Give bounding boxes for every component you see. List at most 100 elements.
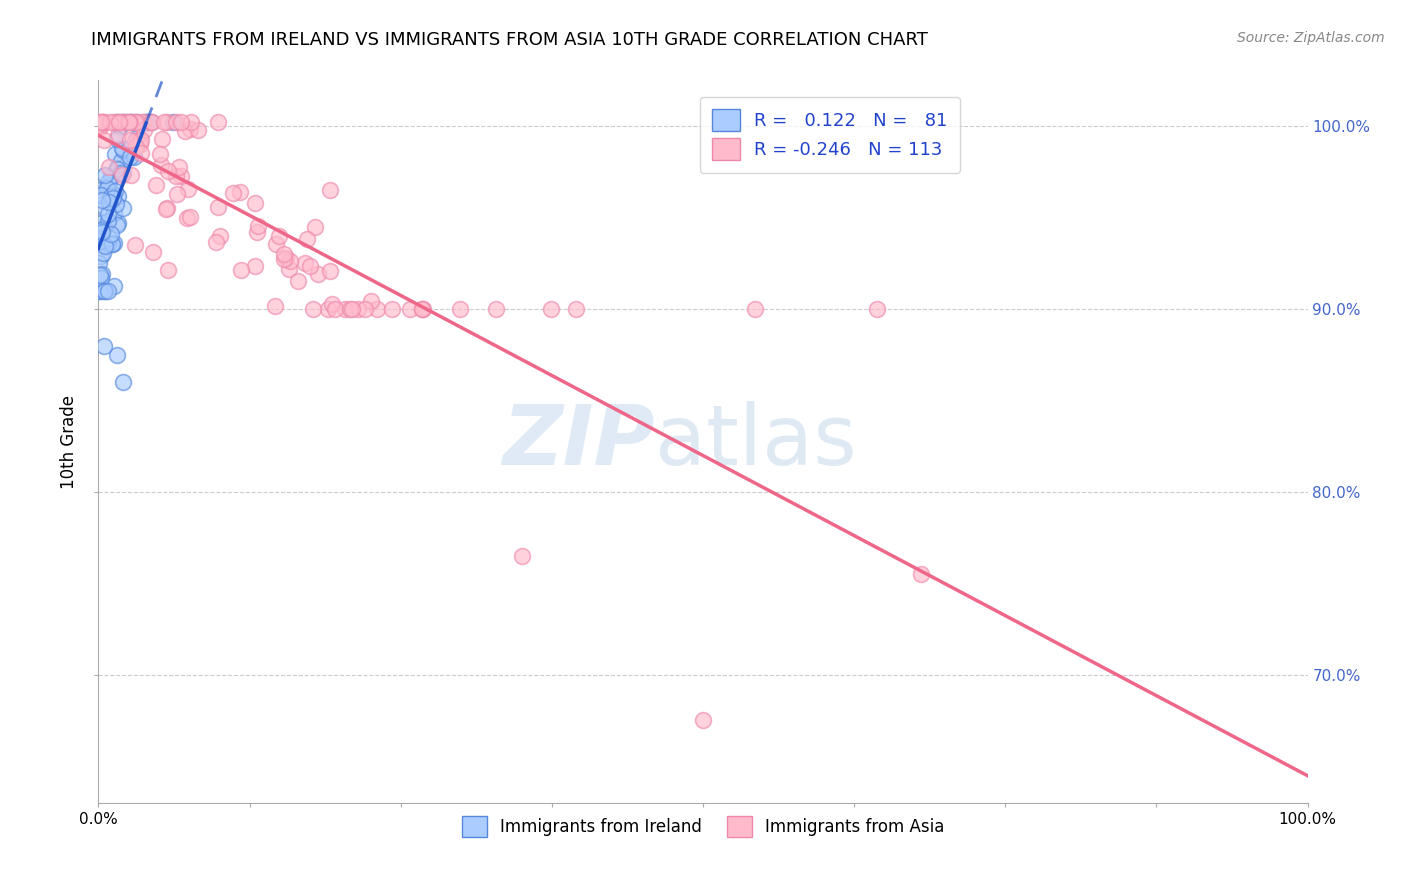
Point	[103, 186, 125, 201]
Point	[94, 238, 117, 252]
Point	[105, 197, 128, 211]
Point	[129, 136, 152, 151]
Point	[150, 131, 173, 145]
Point	[120, 115, 142, 129]
Point	[105, 348, 128, 362]
Point	[141, 115, 163, 129]
Point	[97, 237, 120, 252]
Point	[105, 161, 128, 175]
Point	[91, 268, 114, 282]
Point	[111, 115, 134, 129]
Point	[87, 235, 110, 249]
Point	[103, 279, 125, 293]
Point	[176, 211, 198, 226]
Point	[207, 200, 229, 214]
Point	[165, 115, 187, 129]
Point	[103, 235, 125, 250]
Point	[141, 115, 163, 129]
Point	[111, 166, 134, 180]
Point	[125, 131, 148, 145]
Point	[100, 194, 122, 208]
Point	[97, 186, 120, 201]
Point	[187, 123, 209, 137]
Point	[110, 153, 132, 168]
Point	[540, 301, 562, 316]
Point	[107, 188, 129, 202]
Point	[90, 117, 112, 131]
Point	[120, 150, 142, 164]
Point	[97, 207, 120, 221]
Text: Source: ZipAtlas.com: Source: ZipAtlas.com	[1237, 31, 1385, 45]
Point	[103, 115, 125, 129]
Point	[111, 168, 134, 182]
Point	[110, 165, 132, 179]
Point	[101, 192, 124, 206]
Point	[122, 150, 145, 164]
Point	[155, 202, 177, 216]
Point	[91, 225, 114, 239]
Point	[209, 229, 232, 244]
Point	[221, 186, 243, 201]
Point	[165, 169, 187, 183]
Point	[125, 140, 148, 154]
Point	[319, 264, 342, 278]
Point	[100, 169, 122, 183]
Point	[89, 120, 111, 134]
Point	[229, 186, 252, 200]
Point	[114, 115, 136, 129]
Point	[910, 567, 932, 582]
Point	[381, 301, 404, 316]
Point	[96, 182, 118, 196]
Point	[90, 235, 112, 249]
Point	[346, 301, 368, 316]
Point	[93, 168, 115, 182]
Point	[129, 132, 152, 146]
Point	[94, 284, 117, 298]
Point	[287, 273, 309, 287]
Point	[107, 216, 129, 230]
Point	[91, 245, 114, 260]
Point	[145, 178, 167, 193]
Point	[87, 183, 110, 197]
Point	[307, 268, 329, 282]
Point	[485, 301, 508, 316]
Point	[93, 200, 115, 214]
Point	[111, 141, 134, 155]
Point	[149, 146, 172, 161]
Text: IMMIGRANTS FROM IRELAND VS IMMIGRANTS FROM ASIA 10TH GRADE CORRELATION CHART: IMMIGRANTS FROM IRELAND VS IMMIGRANTS FR…	[91, 31, 928, 49]
Point	[179, 210, 201, 224]
Point	[354, 301, 377, 316]
Point	[449, 301, 471, 316]
Point	[93, 338, 115, 352]
Point	[273, 247, 295, 261]
Point	[319, 183, 342, 197]
Point	[93, 284, 115, 298]
Point	[412, 301, 434, 316]
Point	[156, 115, 179, 129]
Point	[131, 115, 153, 129]
Point	[273, 252, 295, 267]
Point	[100, 227, 122, 241]
Point	[124, 238, 146, 252]
Point	[98, 231, 121, 245]
Point	[108, 115, 131, 129]
Point	[105, 115, 128, 129]
Point	[90, 249, 112, 263]
Point	[135, 115, 157, 129]
Y-axis label: 10th Grade: 10th Grade	[60, 394, 79, 489]
Point	[399, 301, 422, 316]
Point	[90, 216, 112, 230]
Point	[153, 115, 176, 129]
Point	[342, 301, 364, 316]
Point	[247, 219, 270, 233]
Point	[180, 115, 202, 129]
Point	[98, 115, 121, 129]
Point	[207, 115, 229, 129]
Point	[89, 284, 111, 298]
Point	[124, 135, 146, 149]
Point	[157, 263, 180, 277]
Point	[692, 714, 714, 728]
Point	[120, 133, 142, 147]
Point	[339, 301, 361, 316]
Point	[139, 115, 162, 129]
